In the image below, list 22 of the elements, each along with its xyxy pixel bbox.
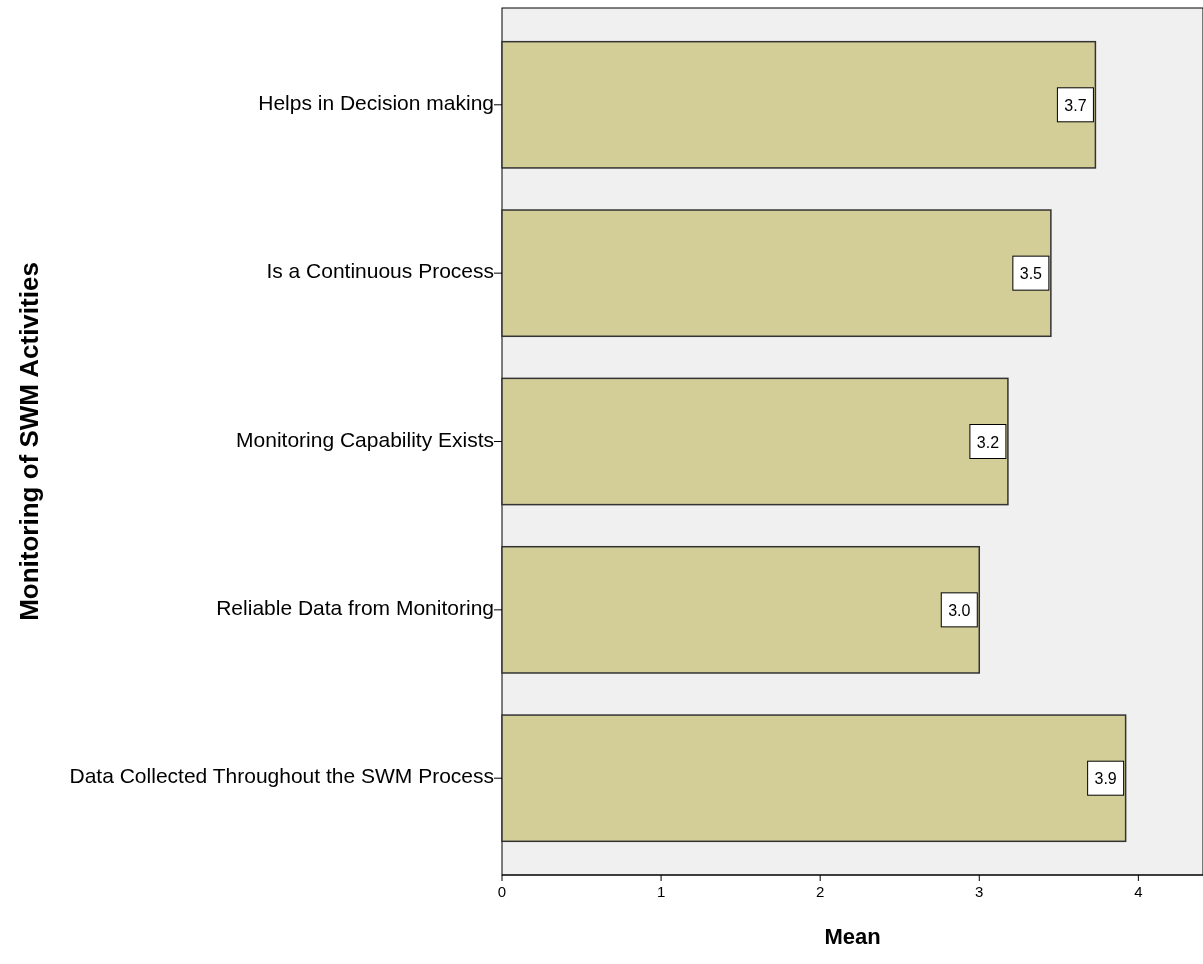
y-tick-label: Data Collected Throughout the SWM Process (69, 764, 494, 788)
bar (501, 209, 1052, 338)
x-tick-label: 3 (975, 883, 984, 900)
x-tick-label: 1 (656, 883, 666, 900)
bar (501, 377, 1009, 506)
data-label: 3.5 (1019, 265, 1043, 283)
data-label: 3.9 (1094, 770, 1117, 788)
bar (501, 545, 981, 674)
bar (501, 714, 1127, 843)
y-tick-label: Helps in Decision making (258, 90, 494, 114)
x-axis-title: Mean (824, 924, 881, 949)
x-tick-label: 4 (1134, 883, 1143, 900)
y-axis-title: Monitoring of SWM Activities (14, 262, 44, 621)
x-tick-label: 0 (497, 883, 507, 900)
data-label: 3.2 (976, 433, 1000, 451)
y-tick-label: Is a Continuous Process (266, 259, 494, 283)
y-tick-label: Monitoring Capability Exists (236, 427, 494, 451)
bar (501, 40, 1097, 169)
data-label: 3.0 (948, 601, 971, 619)
data-label: 3.7 (1064, 96, 1087, 114)
y-tick-label: Reliable Data from Monitoring (216, 595, 494, 619)
x-tick-label: 2 (816, 883, 825, 900)
